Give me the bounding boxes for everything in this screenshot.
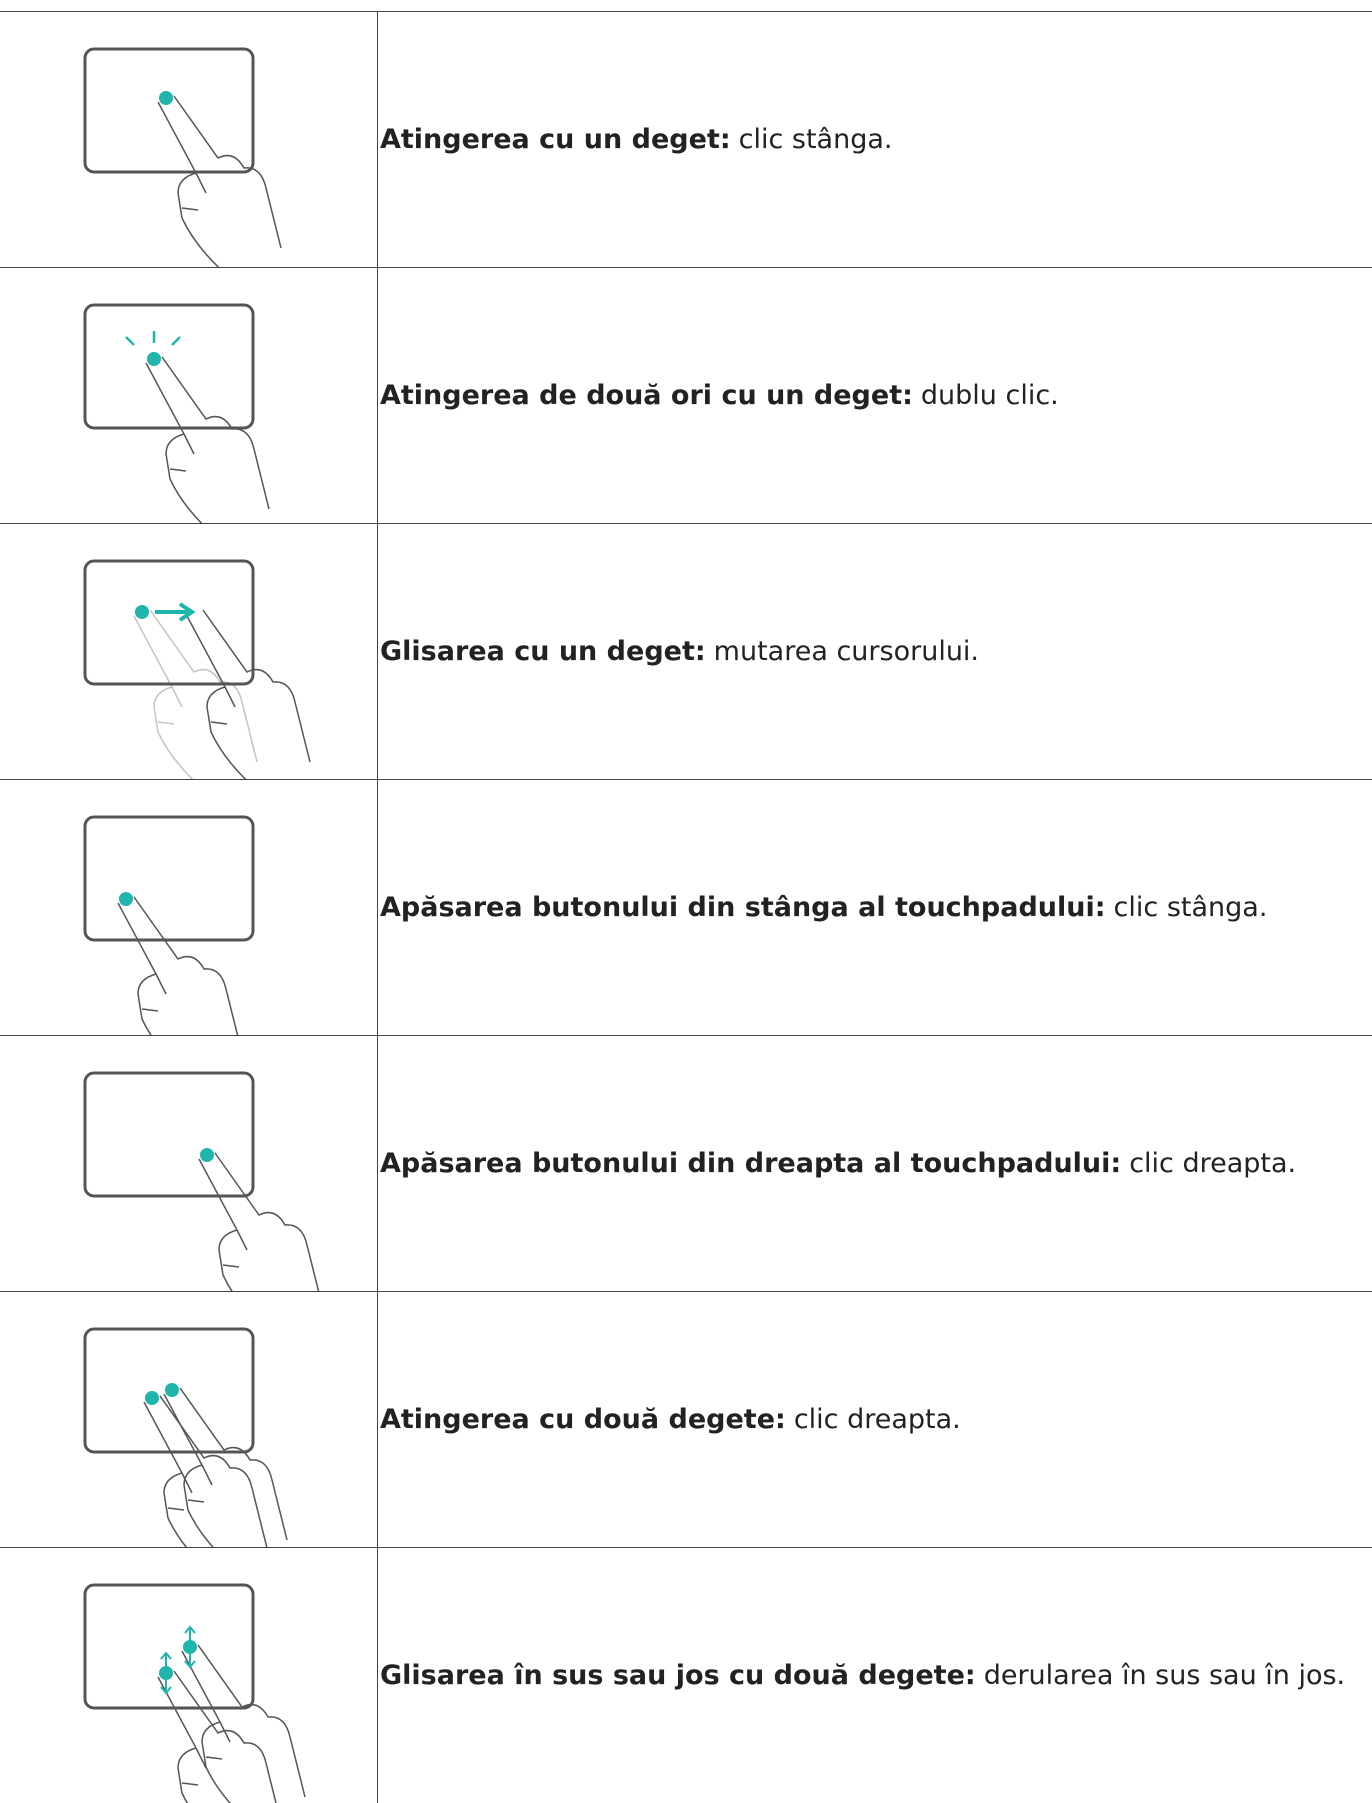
gesture-row: Glisarea în sus sau jos cu două degete: d…: [0, 1548, 1372, 1803]
gesture-icon: [0, 1548, 377, 1803]
touch-dot: [147, 352, 161, 366]
touch-dot: [135, 605, 149, 619]
gesture-term: Apăsarea butonului din dreapta al touchp…: [380, 1148, 1121, 1179]
text-cell: Glisarea cu un deget: mutarea cursorului.: [378, 524, 1372, 780]
gesture-row: Glisarea cu un deget: mutarea cursorului.: [0, 524, 1372, 780]
touch-dot: [200, 1148, 214, 1162]
touch-dot: [145, 1391, 159, 1405]
gesture-icon: [0, 1036, 377, 1291]
gesture-description: clic stânga.: [739, 124, 893, 155]
text-cell: Apăsarea butonului din dreapta al touchp…: [378, 1036, 1372, 1292]
text-cell: Atingerea de două ori cu un deget: dublu …: [378, 268, 1372, 524]
gesture-row: Apăsarea butonului din dreapta al touchp…: [0, 1036, 1372, 1292]
gesture-term: Apăsarea butonului din stânga al touchpa…: [380, 892, 1106, 923]
touch-dot: [165, 1383, 179, 1397]
gesture-table: Atingerea cu un deget:clic stânga.Atinge…: [0, 11, 1372, 1803]
touchpad: [85, 817, 253, 940]
gesture-icon: [0, 268, 377, 523]
gesture-term: Atingerea cu două degete:: [380, 1404, 786, 1435]
gesture-row: Atingerea de două ori cu un deget: dublu …: [0, 268, 1372, 524]
text-cell: Apăsarea butonului din stânga al touchpa…: [378, 780, 1372, 1036]
touchpad: [85, 561, 253, 684]
icon-cell: [0, 268, 378, 524]
icon-cell: [0, 1292, 378, 1548]
gesture-icon: [0, 780, 377, 1035]
touch-dot: [119, 892, 133, 906]
gesture-row: Atingerea cu două degete: clic dreapta.: [0, 1292, 1372, 1548]
gesture-icon: [0, 12, 377, 267]
text-cell: Atingerea cu două degete: clic dreapta.: [378, 1292, 1372, 1548]
gesture-description: clic dreapta.: [794, 1404, 961, 1435]
gesture-description: dublu clic.: [921, 380, 1059, 411]
gesture-description: clic dreapta.: [1129, 1148, 1296, 1179]
gesture-row: Atingerea cu un deget: clic stânga.: [0, 12, 1372, 268]
text-cell: Glisarea în sus sau jos cu două degete: d…: [378, 1548, 1372, 1803]
icon-cell: [0, 12, 378, 268]
gesture-description: mutarea cursorului.: [714, 636, 979, 667]
gesture-icon: [0, 1292, 377, 1547]
gesture-term: Glisarea în sus sau jos cu două degete:: [380, 1660, 976, 1691]
gesture-term: Atingerea cu un deget:: [380, 124, 731, 155]
touchpad: [85, 49, 253, 172]
touch-dot: [159, 91, 173, 105]
gesture-description: clic stânga.: [1114, 892, 1268, 923]
touchpad: [85, 1073, 253, 1196]
gesture-row: Apăsarea butonului din stânga al touchpa…: [0, 780, 1372, 1036]
icon-cell: [0, 780, 378, 1036]
icon-cell: [0, 1548, 378, 1803]
text-cell: Atingerea cu un deget: clic stânga.: [378, 12, 1372, 268]
gesture-description: derularea în sus sau în jos.: [984, 1660, 1345, 1691]
gesture-icon: [0, 524, 377, 779]
icon-cell: [0, 524, 378, 780]
gesture-term: Glisarea cu un deget:: [380, 636, 706, 667]
gesture-term: Atingerea de două ori cu un deget:: [380, 380, 913, 411]
icon-cell: [0, 1036, 378, 1292]
